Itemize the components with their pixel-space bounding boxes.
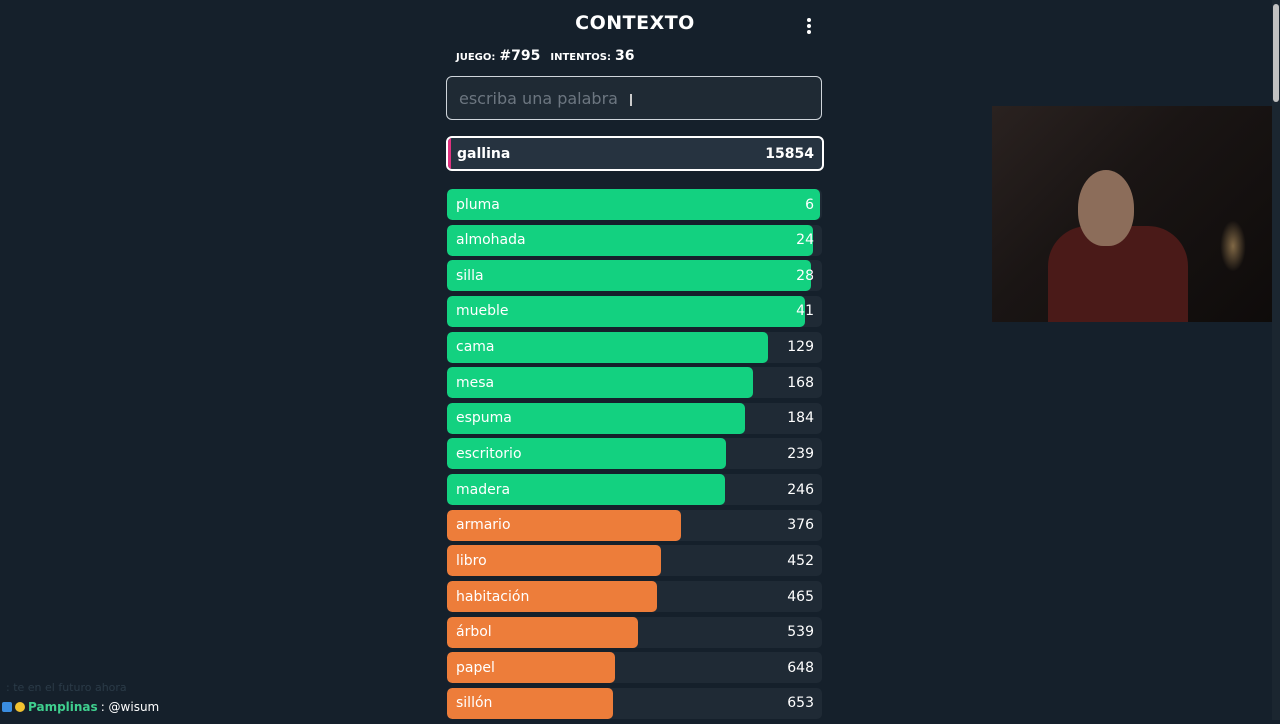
guess-row: armario 376 bbox=[447, 509, 822, 541]
guess-word: papel bbox=[456, 659, 495, 676]
guess-rank: 452 bbox=[787, 552, 814, 569]
guess-rank: 129 bbox=[787, 339, 814, 356]
guess-row: sillón 653 bbox=[447, 687, 822, 719]
guess-word: pluma bbox=[456, 196, 500, 213]
guess-row: libro 452 bbox=[447, 545, 822, 577]
chat-badge-icon bbox=[2, 702, 12, 712]
guess-bar bbox=[447, 295, 806, 327]
guess-row: escritorio 239 bbox=[447, 438, 822, 470]
guess-rank: 376 bbox=[787, 517, 814, 534]
current-guess-row: gallina 15854 bbox=[446, 136, 824, 171]
guess-row: madera 246 bbox=[447, 474, 822, 506]
guess-row: silla 28 bbox=[447, 260, 822, 292]
game-label: JUEGO: bbox=[456, 52, 496, 63]
guess-word: cama bbox=[456, 339, 495, 356]
guess-row: mueble 41 bbox=[447, 295, 822, 327]
scrollbar[interactable] bbox=[1272, 0, 1280, 720]
guess-word: mueble bbox=[456, 303, 509, 320]
guess-row: árbol 539 bbox=[447, 616, 822, 648]
webcam-person-head bbox=[1078, 170, 1134, 246]
guess-input-wrapper bbox=[446, 76, 822, 120]
guess-bar bbox=[447, 652, 615, 684]
guess-bar bbox=[447, 616, 639, 648]
guess-rank: 28 bbox=[796, 267, 814, 284]
guess-bar bbox=[447, 331, 768, 363]
guess-word: habitación bbox=[456, 588, 530, 605]
guess-rank: 184 bbox=[787, 410, 814, 427]
guess-word: espuma bbox=[456, 410, 512, 427]
chat-text: : @wisum bbox=[100, 700, 160, 714]
chat-message: Pamplinas : @wisum bbox=[2, 700, 159, 714]
guess-row: almohada 24 bbox=[447, 224, 822, 256]
attempts-label: INTENTOS: bbox=[550, 52, 611, 63]
guess-rank: 6 bbox=[805, 196, 814, 213]
current-guess-accent bbox=[448, 138, 451, 169]
guess-row: cama 129 bbox=[447, 331, 822, 363]
guess-rank: 239 bbox=[787, 445, 814, 462]
guess-bar bbox=[447, 367, 753, 399]
webcam-overlay bbox=[992, 106, 1280, 322]
guess-word: mesa bbox=[456, 374, 495, 391]
guess-bar bbox=[447, 189, 821, 220]
chat-badge-icon bbox=[15, 702, 25, 712]
guess-rank: 168 bbox=[787, 374, 814, 391]
guess-bar bbox=[447, 474, 725, 506]
guess-row: espuma 184 bbox=[447, 402, 822, 434]
guess-word: árbol bbox=[456, 624, 492, 641]
guess-word: madera bbox=[456, 481, 511, 498]
attempts-count: 36 bbox=[615, 48, 635, 64]
guess-bar bbox=[447, 438, 727, 470]
scrollbar-thumb[interactable] bbox=[1273, 4, 1279, 102]
guess-bar bbox=[447, 687, 614, 719]
guess-rank: 246 bbox=[787, 481, 814, 498]
chat-faded-message: : te en el futuro ahora bbox=[6, 681, 127, 694]
guess-bar bbox=[447, 545, 661, 577]
game-number: #795 bbox=[499, 48, 541, 64]
guess-bar bbox=[447, 581, 657, 613]
current-guess-rank: 15854 bbox=[765, 145, 814, 162]
webcam-light bbox=[1218, 216, 1248, 276]
guess-word: libro bbox=[456, 552, 487, 569]
guess-row: pluma 6 bbox=[447, 189, 822, 220]
guess-rank: 648 bbox=[787, 659, 814, 676]
guess-word: silla bbox=[456, 267, 484, 284]
guess-row: habitación 465 bbox=[447, 581, 822, 613]
guess-rank: 539 bbox=[787, 624, 814, 641]
guess-bar bbox=[447, 224, 813, 256]
text-cursor-icon bbox=[630, 94, 632, 106]
guess-rank: 653 bbox=[787, 695, 814, 712]
game-stats: JUEGO: #795 INTENTOS: 36 bbox=[456, 48, 640, 64]
guess-word: sillón bbox=[456, 695, 493, 712]
guess-rank: 24 bbox=[796, 232, 814, 249]
guess-word: escritorio bbox=[456, 445, 522, 462]
page-title: CONTEXTO bbox=[575, 12, 695, 34]
guess-row: papel 648 bbox=[447, 652, 822, 684]
guess-word: almohada bbox=[456, 232, 526, 249]
guess-list: pluma 6 almohada 24 silla 28 mueble 41 cama 129 me… bbox=[447, 189, 822, 724]
guess-bar bbox=[447, 402, 746, 434]
guess-word: armario bbox=[456, 517, 511, 534]
current-guess-word: gallina bbox=[457, 145, 511, 162]
guess-rank: 41 bbox=[796, 303, 814, 320]
chat-username: Pamplinas bbox=[28, 700, 98, 714]
guess-bar bbox=[447, 509, 682, 541]
guess-rank: 465 bbox=[787, 588, 814, 605]
guess-input[interactable] bbox=[447, 77, 821, 119]
guess-row: mesa 168 bbox=[447, 367, 822, 399]
more-options-icon[interactable] bbox=[799, 14, 819, 38]
guess-bar bbox=[447, 260, 811, 292]
